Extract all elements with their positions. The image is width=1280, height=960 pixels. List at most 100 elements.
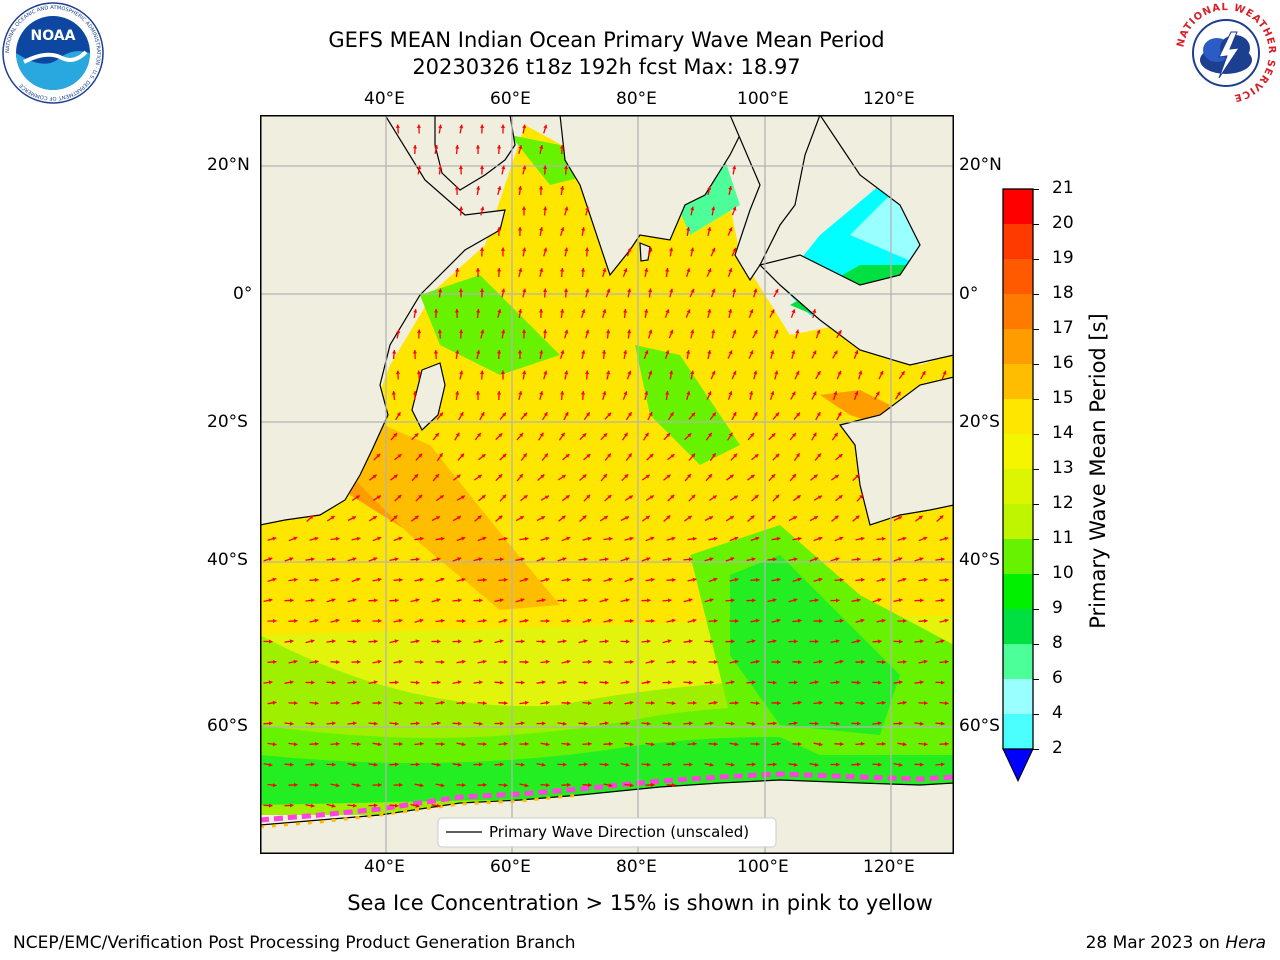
colorbar-tick-mark xyxy=(1033,539,1039,540)
wave-arrow xyxy=(494,680,504,685)
wave-arrow xyxy=(305,762,315,767)
wave-arrow xyxy=(604,494,612,502)
wave-arrow xyxy=(918,701,928,706)
wave-arrow xyxy=(789,432,797,441)
wave-arrow xyxy=(372,495,382,501)
wave-arrow xyxy=(813,618,823,624)
wave-arrow xyxy=(414,618,424,623)
wave-arrow xyxy=(731,247,737,257)
wave-arrow xyxy=(372,618,382,623)
wave-arrow xyxy=(851,721,861,726)
wave-arrow xyxy=(431,762,441,767)
wave-arrow xyxy=(624,742,634,747)
wave-arrow xyxy=(748,350,754,359)
wave-arrow xyxy=(306,515,314,522)
wave-arrow xyxy=(790,391,796,400)
wave-arrow xyxy=(368,639,378,644)
colorbar-tick-label: 2 xyxy=(1052,738,1063,758)
wave-arrow xyxy=(539,226,544,237)
wave-arrow xyxy=(767,680,777,685)
wave-arrow xyxy=(769,309,775,318)
wave-arrow xyxy=(771,701,781,706)
wave-arrow xyxy=(851,557,861,562)
wave-arrow xyxy=(602,349,607,360)
wave-arrow xyxy=(711,206,716,216)
wave-arrow xyxy=(599,721,609,726)
wave-arrow xyxy=(351,742,361,747)
wave-arrow xyxy=(665,390,670,401)
wave-arrow xyxy=(600,473,608,482)
wave-arrow xyxy=(683,762,693,767)
wave-arrow xyxy=(792,536,802,541)
wave-arrow xyxy=(683,557,693,562)
wave-arrow xyxy=(494,598,504,603)
wave-arrow xyxy=(347,639,357,644)
wave-arrow xyxy=(645,659,655,664)
wave-arrow xyxy=(368,557,378,562)
wave-arrow xyxy=(389,721,399,726)
wave-arrow xyxy=(851,762,861,767)
colorbar-tick-label: 21 xyxy=(1052,178,1074,198)
wave-arrow xyxy=(500,124,506,134)
wave-arrow xyxy=(624,700,634,705)
wave-arrow xyxy=(599,680,609,685)
wave-arrow xyxy=(434,144,439,155)
wave-arrow xyxy=(746,721,756,726)
colorbar-tick-label: 10 xyxy=(1052,563,1074,583)
wave-arrow xyxy=(603,618,613,623)
wave-arrow xyxy=(455,267,460,278)
wave-arrow xyxy=(267,577,277,583)
lat-label-left-20n: 20°N xyxy=(207,155,250,175)
footer-machine: Hera xyxy=(1225,933,1266,953)
wave-arrow xyxy=(456,742,466,747)
wave-arrow xyxy=(769,390,775,401)
wave-arrow xyxy=(456,536,466,542)
wave-arrow xyxy=(855,741,865,746)
wave-arrow xyxy=(305,557,315,562)
wave-arrow xyxy=(772,453,780,461)
wave-arrow xyxy=(939,701,949,706)
wave-arrow xyxy=(893,515,903,522)
wave-arrow xyxy=(914,680,924,685)
wave-arrow xyxy=(836,411,842,421)
wave-arrow xyxy=(389,762,399,767)
wave-arrow xyxy=(621,432,629,441)
wave-arrow xyxy=(872,762,882,767)
wave-arrow xyxy=(872,598,882,603)
wave-arrow xyxy=(830,721,840,726)
colorbar-tick-label: 4 xyxy=(1052,703,1063,723)
wave-arrow xyxy=(725,515,735,522)
wave-arrow xyxy=(643,350,649,359)
wave-arrow xyxy=(559,349,565,360)
wave-arrow xyxy=(389,639,399,644)
wave-arrow xyxy=(689,288,695,298)
wave-arrow xyxy=(263,803,273,808)
wave-arrow xyxy=(494,639,504,644)
wave-arrow xyxy=(749,390,754,401)
wave-arrow xyxy=(751,453,759,461)
wave-arrow xyxy=(326,598,336,603)
wave-arrow xyxy=(368,515,378,522)
wave-arrow xyxy=(897,536,907,541)
wave-arrow xyxy=(522,288,527,298)
wave-arrow xyxy=(708,700,718,705)
wave-arrow xyxy=(476,349,481,360)
wave-arrow xyxy=(583,453,591,461)
colorbar-swatch xyxy=(1003,714,1033,749)
wave-arrow xyxy=(478,453,486,461)
wave-arrow xyxy=(836,329,842,339)
wave-arrow xyxy=(725,639,735,644)
wave-arrow xyxy=(432,473,440,482)
wave-arrow xyxy=(284,680,294,685)
wave-arrow xyxy=(389,598,399,603)
colorbar-tick-mark xyxy=(1033,469,1039,470)
wave-arrow xyxy=(516,432,524,441)
wave-arrow xyxy=(263,762,273,767)
wave-arrow xyxy=(411,432,419,441)
colorbar-tick-mark xyxy=(1033,294,1039,295)
wave-arrow xyxy=(729,618,739,624)
wave-arrow xyxy=(347,680,357,685)
ocean-band xyxy=(510,135,590,185)
wave-arrow xyxy=(624,495,634,501)
wave-arrow xyxy=(834,742,844,747)
